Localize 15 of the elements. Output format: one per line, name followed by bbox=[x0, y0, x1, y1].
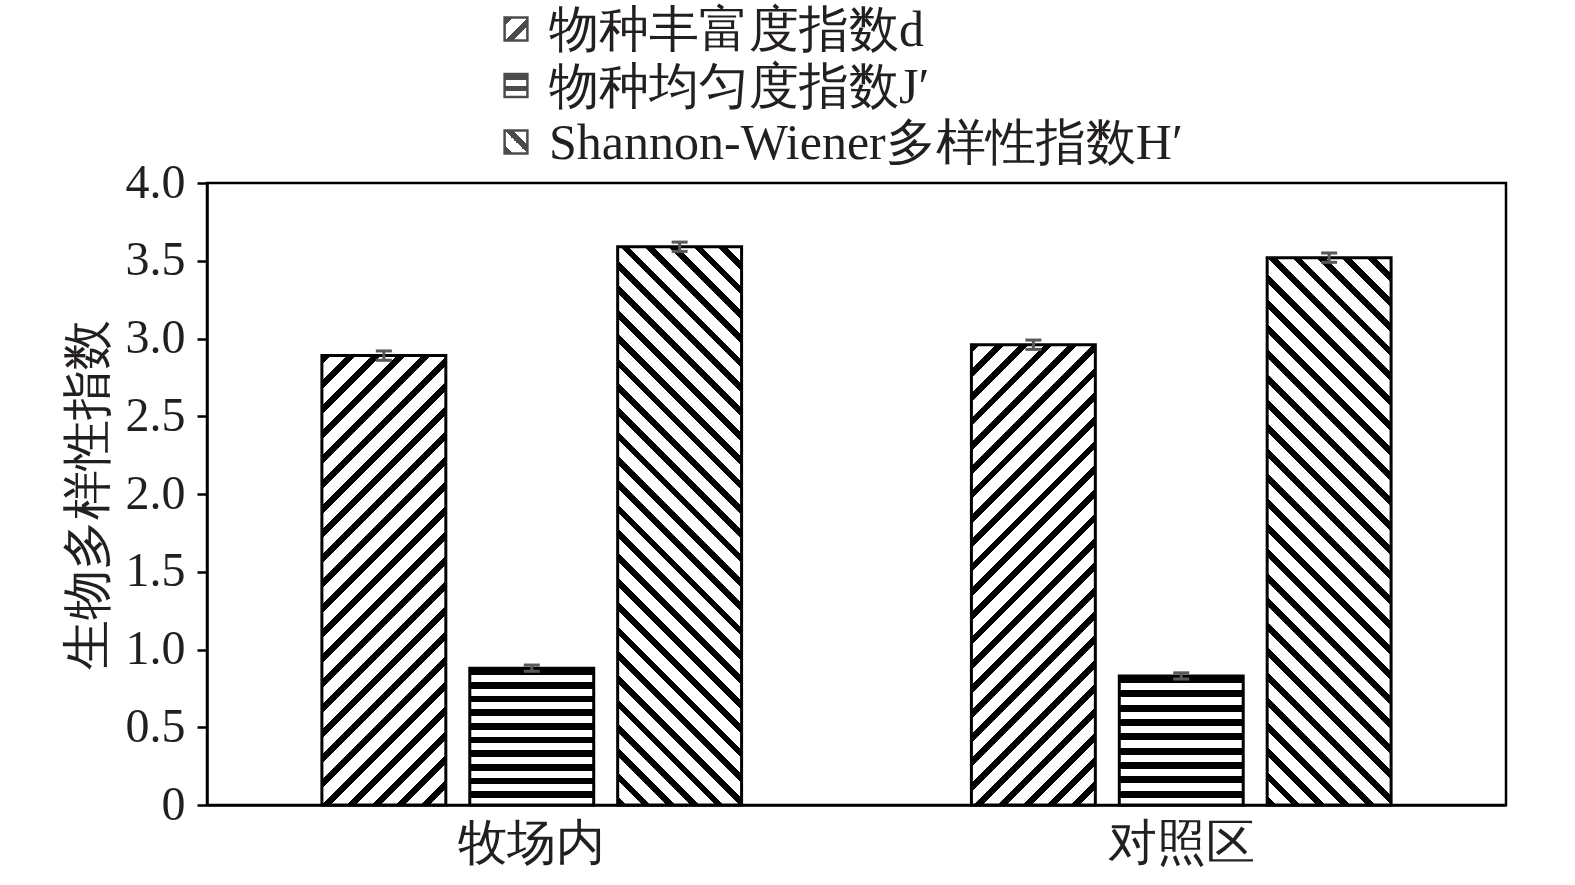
y-axis-title: 生物多样性指数 bbox=[58, 319, 115, 670]
y-tick-label: 2.5 bbox=[125, 387, 186, 441]
y-tick-label: 3.0 bbox=[125, 310, 186, 363]
y-tick-label: 4.0 bbox=[125, 154, 186, 208]
x-tick-label: 牧场内 bbox=[458, 814, 606, 870]
y-tick-label: 1.5 bbox=[125, 543, 186, 597]
legend-label: 物种丰富度指数d bbox=[549, 1, 924, 57]
legend-label: Shannon-Wiener多样性指数H′ bbox=[549, 114, 1183, 170]
y-tick-label: 2.0 bbox=[125, 465, 186, 519]
y-tick-label: 1.0 bbox=[125, 621, 186, 674]
legend-label: 物种均匀度指数J′ bbox=[549, 57, 930, 114]
x-tick-label: 对照区 bbox=[1107, 814, 1255, 870]
y-tick-label: 3.5 bbox=[125, 232, 186, 286]
y-tick-label: 0 bbox=[161, 776, 186, 830]
y-tick-label: 0.5 bbox=[125, 698, 186, 752]
